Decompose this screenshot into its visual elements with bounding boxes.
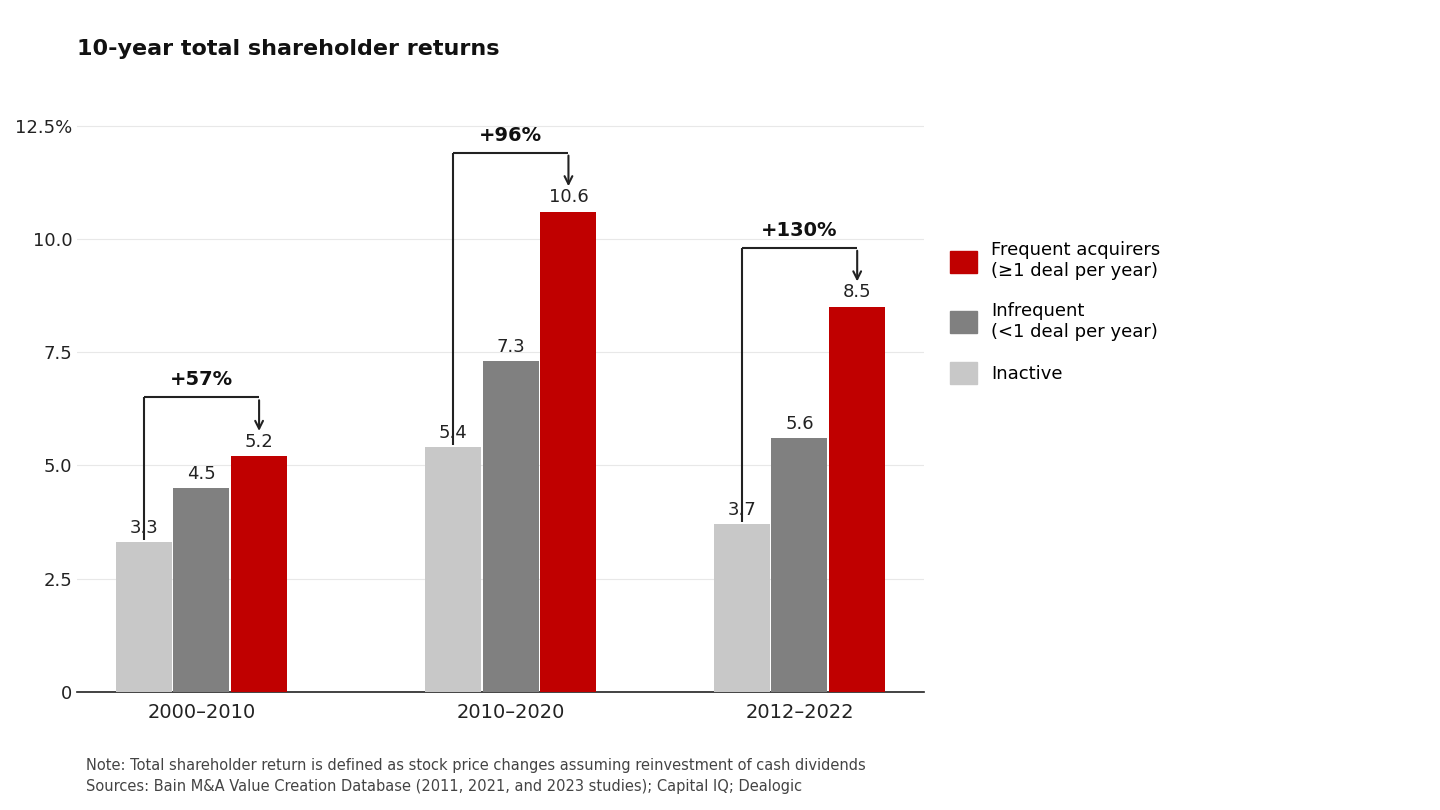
Text: 3.7: 3.7	[727, 501, 756, 519]
Text: +130%: +130%	[762, 221, 838, 240]
Text: 5.4: 5.4	[439, 424, 468, 442]
Bar	[540, 211, 596, 692]
Bar	[425, 447, 481, 692]
Bar	[772, 438, 828, 692]
Text: 4.5: 4.5	[187, 465, 216, 483]
Bar	[829, 307, 886, 692]
Bar	[714, 524, 770, 692]
Text: 10-year total shareholder returns: 10-year total shareholder returns	[78, 40, 500, 59]
Text: 5.6: 5.6	[785, 415, 814, 433]
Legend: Frequent acquirers
(≥1 deal per year), Infrequent
(<1 deal per year), Inactive: Frequent acquirers (≥1 deal per year), I…	[949, 241, 1161, 384]
Bar	[482, 361, 539, 692]
Text: 10.6: 10.6	[549, 188, 589, 207]
Bar	[173, 488, 229, 692]
Bar	[115, 543, 171, 692]
Text: 3.3: 3.3	[130, 519, 158, 537]
Bar	[230, 456, 287, 692]
Text: Note: Total shareholder return is defined as stock price changes assuming reinve: Note: Total shareholder return is define…	[86, 758, 865, 794]
Text: +96%: +96%	[480, 126, 543, 145]
Text: 8.5: 8.5	[842, 284, 871, 301]
Text: 7.3: 7.3	[497, 338, 526, 356]
Text: +57%: +57%	[170, 370, 233, 390]
Text: 5.2: 5.2	[245, 433, 274, 451]
